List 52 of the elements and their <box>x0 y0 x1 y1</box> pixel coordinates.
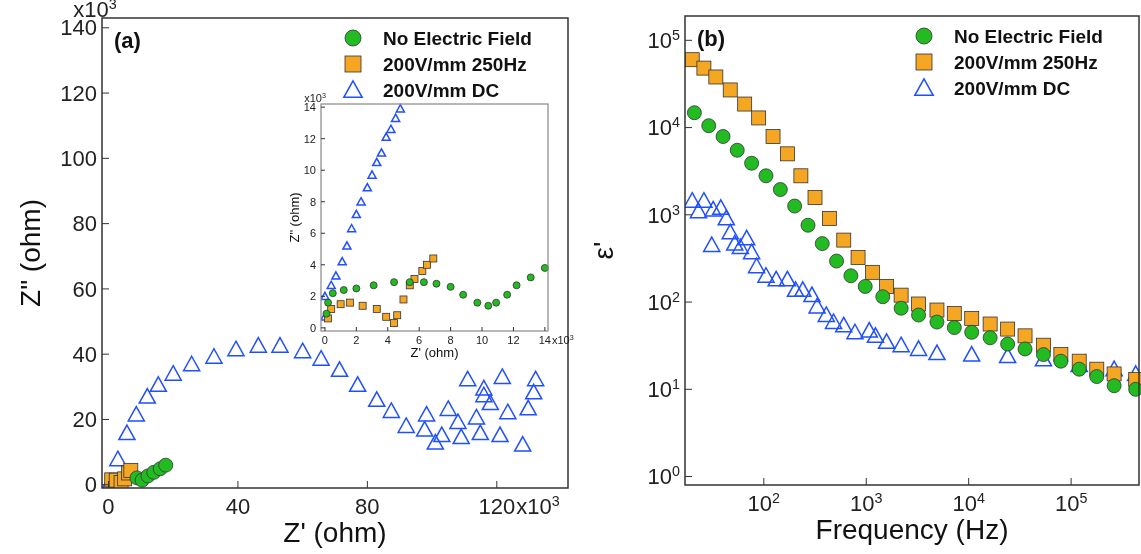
y-tick-label: 10$^{5}$ <box>647 27 681 54</box>
x-tick-label: 80 <box>355 494 380 520</box>
y-tick-label: 10$^{1}$ <box>647 376 681 402</box>
y-tick-label: 10$^{0}$ <box>647 463 681 490</box>
x-axis-title: Frequency (Hz) <box>815 514 1009 546</box>
x-tick-label: 0 <box>102 494 115 520</box>
y-tick-label: 4 <box>309 258 316 271</box>
x-tick-label: 2 <box>353 334 360 347</box>
y-tick-label: 10$^{3}$ <box>647 201 681 228</box>
legend-label: 200V/mm 250Hz <box>383 54 527 75</box>
x-tick-label: 10$^{2}$ <box>747 490 781 517</box>
x-tick-label: 10$^{3}$ <box>850 490 883 517</box>
y-tick-label: 8 <box>309 195 316 208</box>
y-tick-label: 2 <box>309 290 316 303</box>
y-tick-label: 0 <box>84 472 97 498</box>
y-tick-label: 20 <box>72 407 97 433</box>
legend-label: 200V/mm DC <box>954 78 1071 99</box>
y-tick-label: 80 <box>72 211 97 237</box>
x-tick-label: 14 <box>538 334 551 347</box>
x-tick-label: 10 <box>475 334 489 347</box>
text: x10$^{3}$ <box>516 493 560 520</box>
y-tick-label: 100 <box>60 146 97 172</box>
legend-label: 200V/mm 250Hz <box>954 52 1098 73</box>
y-axis-title: Z" (ohm) <box>287 192 302 243</box>
y-tick-label: 120 <box>60 80 97 106</box>
y-tick-label: 14 <box>303 101 316 113</box>
legend-label: 200V/mm DC <box>383 80 500 101</box>
annotation: (a) <box>114 28 141 53</box>
annotation: (b) <box>697 26 726 51</box>
x-tick-label: 10$^{4}$ <box>952 490 985 517</box>
y-axis-title: ε' <box>588 241 619 260</box>
x-axis-title: Z' (ohm) <box>283 517 387 549</box>
y-tick-label: 12 <box>303 132 316 145</box>
y-tick-label: 60 <box>72 276 97 302</box>
y-tick-label: 10$^{2}$ <box>647 288 681 315</box>
x-tick-label: 120 <box>478 494 516 520</box>
legend-label: No Electric Field <box>954 26 1103 47</box>
x-axis-title: Z' (ohm) <box>410 345 459 361</box>
x-tick-label: 0 <box>321 334 328 347</box>
legend-label: No Electric Field <box>383 28 532 49</box>
y-axis-title: Z" (ohm) <box>15 199 46 307</box>
x-tick-label: 40 <box>225 494 251 520</box>
x-tick-label: 10$^{5}$ <box>1054 490 1088 517</box>
y-tick-label: 0 <box>309 321 316 334</box>
x-tick-label: 4 <box>384 334 391 347</box>
y-tick-label: 10$^{4}$ <box>647 114 681 141</box>
x-tick-label: 6 <box>416 334 423 347</box>
x-tick-label: 8 <box>447 334 454 347</box>
y-tick-label: 10 <box>303 164 316 177</box>
x-tick-label: 12 <box>507 334 520 347</box>
annotation: x10$^{3}$ <box>304 91 326 104</box>
y-tick-label: 6 <box>309 227 316 240</box>
